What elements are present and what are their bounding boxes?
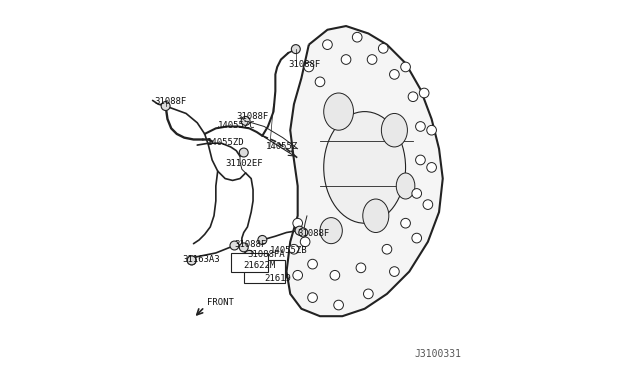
Circle shape <box>408 92 418 102</box>
Circle shape <box>291 45 300 54</box>
Circle shape <box>390 70 399 79</box>
Circle shape <box>295 226 304 235</box>
Text: 31163A3: 31163A3 <box>182 255 220 264</box>
Circle shape <box>258 235 267 244</box>
Ellipse shape <box>396 173 415 199</box>
FancyBboxPatch shape <box>244 260 285 283</box>
Circle shape <box>304 62 314 72</box>
Circle shape <box>315 77 325 87</box>
Circle shape <box>356 263 365 273</box>
Circle shape <box>419 88 429 98</box>
Text: 31088F: 31088F <box>289 60 321 69</box>
Circle shape <box>308 259 317 269</box>
Text: 21619: 21619 <box>264 274 291 283</box>
Circle shape <box>330 270 340 280</box>
Text: 14055ZC: 14055ZC <box>218 121 255 130</box>
Circle shape <box>401 62 410 72</box>
Circle shape <box>289 244 299 254</box>
Text: J3100331: J3100331 <box>414 349 461 359</box>
Circle shape <box>300 237 310 247</box>
Circle shape <box>245 250 254 259</box>
Circle shape <box>187 256 196 265</box>
Circle shape <box>390 267 399 276</box>
Ellipse shape <box>320 218 342 244</box>
Circle shape <box>239 243 248 252</box>
Circle shape <box>293 270 303 280</box>
Ellipse shape <box>363 199 389 232</box>
Circle shape <box>241 116 250 125</box>
Circle shape <box>423 200 433 209</box>
Circle shape <box>382 244 392 254</box>
Ellipse shape <box>324 112 406 223</box>
Text: 14055ZD: 14055ZD <box>207 138 244 147</box>
Circle shape <box>308 293 317 302</box>
Ellipse shape <box>324 93 353 130</box>
Text: FRONT: FRONT <box>207 298 234 307</box>
Circle shape <box>341 55 351 64</box>
Circle shape <box>378 44 388 53</box>
Circle shape <box>412 189 422 198</box>
Circle shape <box>415 122 425 131</box>
Ellipse shape <box>381 113 408 147</box>
Circle shape <box>334 300 344 310</box>
Text: 31088F: 31088F <box>154 97 187 106</box>
FancyBboxPatch shape <box>231 253 268 272</box>
Circle shape <box>427 125 436 135</box>
Circle shape <box>415 155 425 165</box>
Circle shape <box>187 256 196 265</box>
Text: 31088F: 31088F <box>236 112 269 121</box>
Circle shape <box>323 40 332 49</box>
Circle shape <box>364 289 373 299</box>
Circle shape <box>230 241 239 250</box>
Text: 14055Z: 14055Z <box>266 142 298 151</box>
Circle shape <box>367 55 377 64</box>
Text: 31088F: 31088F <box>298 229 330 238</box>
Circle shape <box>412 233 422 243</box>
Text: 31088FA: 31088FA <box>248 250 285 259</box>
Text: 31088F: 31088F <box>234 240 267 249</box>
Circle shape <box>293 218 303 228</box>
Circle shape <box>239 148 248 157</box>
Text: 31102EF: 31102EF <box>225 158 263 167</box>
Circle shape <box>401 218 410 228</box>
Circle shape <box>299 228 308 237</box>
Circle shape <box>353 32 362 42</box>
Text: 14055ZB: 14055ZB <box>270 246 307 255</box>
PathPatch shape <box>287 26 443 316</box>
Text: 21622M: 21622M <box>244 261 276 270</box>
Circle shape <box>161 102 170 110</box>
Circle shape <box>427 163 436 172</box>
